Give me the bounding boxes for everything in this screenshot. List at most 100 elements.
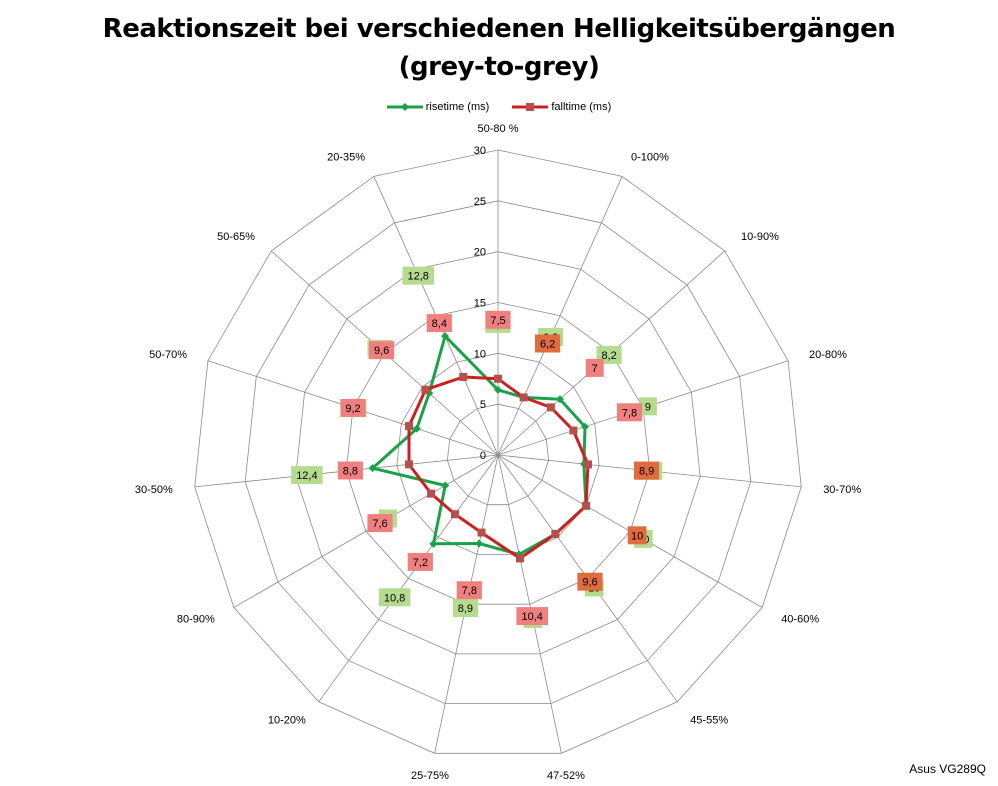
data-label-rise: 9 xyxy=(645,401,651,413)
legend-rise-marker xyxy=(386,103,423,111)
grid-ring xyxy=(446,403,550,506)
tick-label: 15 xyxy=(474,298,486,310)
grid-spoke xyxy=(318,454,499,703)
data-label-rise-bg xyxy=(452,599,478,618)
data-label-fall-bg xyxy=(367,514,393,533)
axis-label: 40-60% xyxy=(781,614,819,626)
axis-label: 45-55% xyxy=(690,715,728,727)
data-label-rise: 8,9 xyxy=(458,603,473,615)
data-label-fall-bg xyxy=(627,526,647,545)
data-label-fall: 7,8 xyxy=(462,585,477,597)
axis-label: 20-35% xyxy=(327,151,365,163)
axis-label: 25-75% xyxy=(411,770,449,782)
data-point-fall xyxy=(405,422,414,431)
data-point-rise xyxy=(441,481,450,490)
data-point-rise xyxy=(581,422,590,431)
data-point-fall xyxy=(421,385,430,394)
chart-title-line-2: (grey-to-grey) xyxy=(398,52,600,82)
data-point-fall xyxy=(494,374,502,383)
data-label-fall-bg xyxy=(456,581,482,600)
data-point-fall xyxy=(551,529,560,538)
grid-ring xyxy=(194,149,802,754)
data-label-rise: 12,4 xyxy=(296,470,317,482)
tick-label: 30 xyxy=(474,145,486,157)
tick-label: 20 xyxy=(474,247,486,259)
data-label-fall-bg xyxy=(585,358,604,377)
legend-fall-label: falltime (ms) xyxy=(551,101,612,113)
series-line-fall xyxy=(407,375,590,560)
tick-label: 25 xyxy=(474,196,486,208)
data-label-fall: 10,4 xyxy=(521,611,542,623)
data-point-fall xyxy=(515,554,524,563)
data-label-fall-bg xyxy=(407,552,433,571)
axis-label: 10-90% xyxy=(741,231,779,243)
chart-title: Reaktionszeit bei verschiedenen Helligke… xyxy=(0,10,998,86)
data-label-rise-bg xyxy=(638,397,657,416)
series-line-rise xyxy=(371,334,588,556)
grid-ring xyxy=(244,200,752,704)
grid-spoke xyxy=(497,454,562,754)
data-point-rise xyxy=(441,332,450,341)
data-label-rise: 8,2 xyxy=(601,350,616,362)
axis-label: 10-20% xyxy=(268,715,306,727)
data-label-fall-bg xyxy=(634,461,660,480)
data-label-fall-bg xyxy=(369,341,395,360)
tick-label: 10 xyxy=(474,348,486,360)
data-label-fall: 7 xyxy=(592,363,598,375)
data-label-fall-bg xyxy=(485,310,511,329)
data-label-fall: 7,8 xyxy=(622,407,637,419)
axis-label: 50-65% xyxy=(217,231,255,243)
data-label-fall: 8,4 xyxy=(432,318,447,330)
data-label-fall-bg xyxy=(340,398,366,417)
data-label-fall: 10 xyxy=(631,530,643,542)
legend-entry-rise: risetime (ms) xyxy=(386,101,490,113)
data-point-rise xyxy=(412,424,421,433)
data-label-fall: 8,9 xyxy=(639,466,654,478)
data-point-fall xyxy=(427,489,436,498)
data-point-fall xyxy=(569,426,578,435)
tick-label: 0 xyxy=(480,450,486,462)
data-label-fall-bg xyxy=(337,461,363,480)
legend-fall-marker xyxy=(512,103,549,111)
legend: risetime (ms) falltime (ms) xyxy=(0,101,998,115)
data-label-fall-bg xyxy=(616,403,643,422)
grid-ring xyxy=(345,302,651,605)
data-label-fall: 8,8 xyxy=(343,466,358,478)
data-point-fall xyxy=(450,510,459,519)
data-label-rise-bg xyxy=(402,266,434,285)
data-point-rise xyxy=(429,539,438,548)
data-point-fall xyxy=(582,501,591,510)
grid-ring xyxy=(295,251,701,655)
grid-spoke xyxy=(233,454,499,608)
data-point-rise xyxy=(555,395,564,404)
grid-ring xyxy=(396,352,600,555)
data-label-rise-bg xyxy=(378,588,411,607)
axis-label: 20-80% xyxy=(809,349,847,361)
data-point-fall xyxy=(519,393,528,402)
data-label-rise: 10,8 xyxy=(384,592,405,604)
data-label-fall: 6,2 xyxy=(540,339,555,351)
data-point-rise xyxy=(494,385,502,394)
axis-label: 0-100% xyxy=(631,151,669,163)
axis-label: 30-50% xyxy=(135,484,173,496)
data-label-fall: 7,5 xyxy=(490,315,505,327)
data-label-fall: 7,2 xyxy=(413,557,428,569)
data-label-fall: 9,6 xyxy=(582,577,597,589)
legend-entry-fall: falltime (ms) xyxy=(512,101,611,113)
data-point-fall xyxy=(546,403,555,412)
data-point-fall xyxy=(459,372,468,381)
data-point-rise xyxy=(475,539,484,548)
data-point-fall xyxy=(477,528,486,537)
axis-label: 80-90% xyxy=(177,614,215,626)
data-label-fall: 7,6 xyxy=(372,518,387,530)
data-label-fall-bg xyxy=(426,314,452,333)
data-label-fall: 9,6 xyxy=(374,345,389,357)
source-note: Asus VG289Q xyxy=(909,762,986,776)
data-label-rise: 12,8 xyxy=(407,271,428,283)
data-label-rise-bg xyxy=(291,466,323,485)
chart-title-line-1: Reaktionszeit bei verschiedenen Helligke… xyxy=(102,14,896,44)
legend-rise-label: risetime (ms) xyxy=(425,101,490,113)
data-point-rise xyxy=(368,464,377,473)
data-point-fall xyxy=(583,460,592,469)
data-label-fall-bg xyxy=(535,334,561,353)
